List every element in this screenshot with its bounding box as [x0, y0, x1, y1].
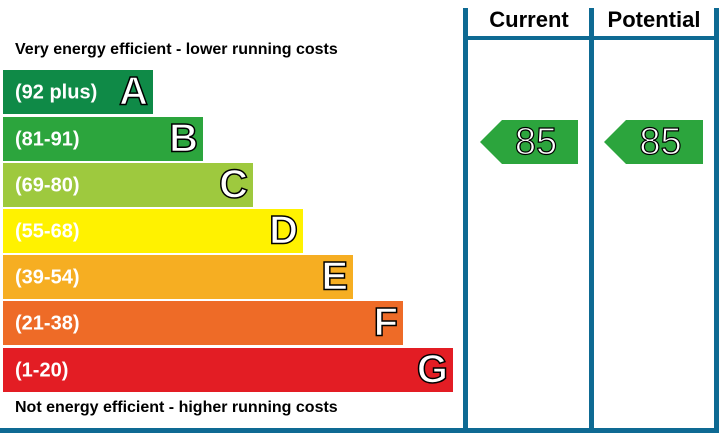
potential-header: Potential	[608, 7, 701, 32]
column-border	[714, 8, 719, 432]
band-bar	[3, 163, 253, 207]
column-border	[589, 8, 594, 432]
band-range: (69-80)	[15, 174, 79, 196]
band-bar	[3, 117, 203, 161]
band-range: (21-38)	[15, 312, 79, 334]
band-letter: B	[169, 117, 198, 161]
band-bar	[3, 209, 303, 253]
potential-arrow	[604, 120, 703, 164]
band-letter: D	[269, 209, 298, 253]
band-letter: F	[374, 301, 398, 345]
bottom-border	[0, 428, 719, 433]
band-bar	[3, 255, 353, 299]
band-bar	[3, 70, 153, 114]
band-range: (92 plus)	[15, 81, 97, 103]
potential-rating: 85	[639, 121, 681, 163]
band-range: (55-68)	[15, 220, 79, 242]
current-header: Current	[489, 7, 569, 32]
band-bar	[3, 348, 453, 392]
header-border	[463, 36, 719, 40]
band-range: (81-91)	[15, 128, 79, 150]
column-border	[463, 8, 468, 432]
band-letter: G	[417, 348, 448, 392]
band-letter: E	[321, 255, 348, 299]
band-range: (39-54)	[15, 266, 79, 288]
top-note: Very energy efficient - lower running co…	[15, 41, 338, 58]
bottom-note: Not energy efficient - higher running co…	[15, 399, 338, 416]
band-bar	[3, 301, 403, 345]
band-letter: C	[219, 163, 248, 207]
band-range: (1-20)	[15, 359, 68, 381]
band-letter: A	[119, 70, 148, 114]
current-arrow	[480, 120, 578, 164]
current-rating: 85	[515, 121, 557, 163]
